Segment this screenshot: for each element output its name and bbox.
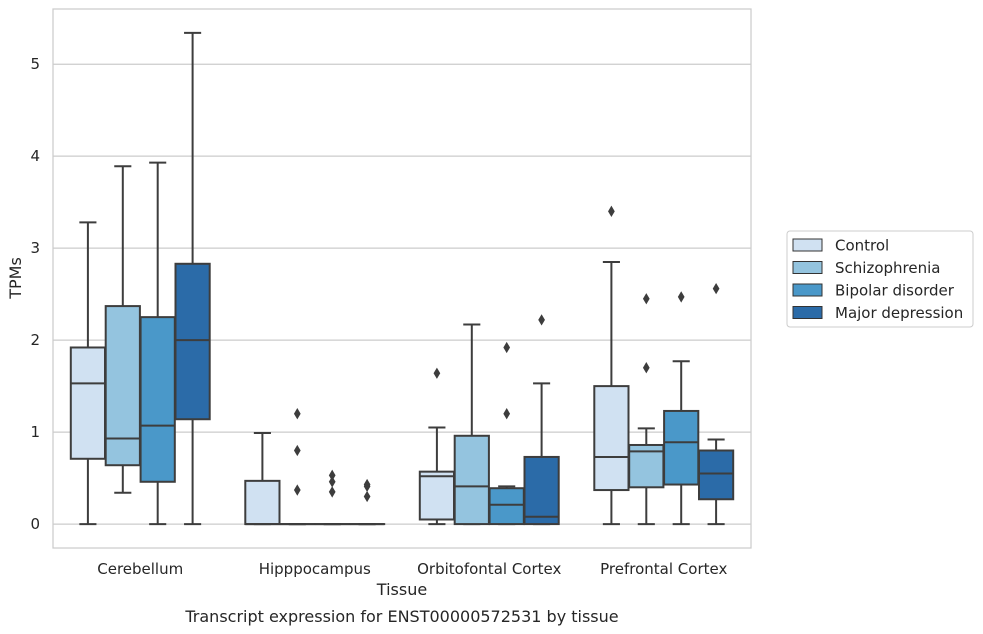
- chart-caption: Transcript expression for ENST0000057253…: [184, 607, 618, 626]
- outlier-point: [503, 408, 511, 420]
- iqr-box: [593, 385, 630, 492]
- x-tick-label: Hipppocampus: [259, 560, 371, 578]
- iqr-box: [453, 434, 490, 526]
- box-1-0: [244, 432, 281, 526]
- outlier-point: [293, 408, 301, 420]
- box-2-0: [418, 367, 456, 526]
- box-3-1: [628, 293, 665, 526]
- outlier-point: [642, 293, 650, 305]
- box-marks: [69, 31, 735, 526]
- y-tick-labels: 0 1 2 3 4 5: [30, 55, 40, 533]
- legend-label: Control: [835, 237, 889, 255]
- outlier-point: [538, 314, 545, 326]
- iqr-box: [69, 346, 107, 460]
- box-0-3: [174, 31, 211, 526]
- iqr-box: [523, 455, 560, 526]
- outlier-point: [293, 444, 301, 457]
- box-2-1: [453, 323, 490, 526]
- legend-frame: [786, 230, 974, 328]
- outlier-point: [328, 486, 336, 498]
- x-tick-labels: Cerebellum Hipppocampus Orbitofontal Corte…: [97, 560, 727, 578]
- box-1-3: [348, 478, 386, 526]
- iqr-box: [244, 479, 281, 526]
- outlier-point: [503, 341, 511, 354]
- box-2-3: [523, 314, 560, 526]
- outlier-point: [712, 282, 720, 295]
- y-tick-label: 0: [30, 515, 40, 533]
- legend-swatch: [792, 238, 823, 252]
- y-tick-label: 5: [30, 55, 40, 73]
- legend-label: Schizophrenia: [835, 259, 940, 277]
- legend-swatch: [792, 261, 823, 274]
- y-tick-label: 1: [30, 423, 40, 441]
- box-3-0: [593, 205, 630, 526]
- y-tick-label: 2: [30, 331, 40, 349]
- iqr-box: [418, 470, 456, 521]
- y-tick-label: 3: [30, 239, 40, 257]
- iqr-box: [174, 262, 211, 421]
- outlier-point: [363, 480, 371, 493]
- iqr-box: [139, 316, 176, 483]
- outlier-point: [328, 476, 336, 488]
- outlier-point: [363, 490, 371, 503]
- outlier-point: [642, 362, 650, 374]
- outlier-point: [677, 291, 685, 303]
- y-tick-label: 4: [30, 147, 40, 165]
- plot-frame: [52, 8, 752, 549]
- box-3-2: [663, 291, 700, 526]
- iqr-box: [663, 409, 700, 486]
- legend-label: Major depression: [835, 304, 963, 322]
- y-axis-label: TPMs: [6, 257, 25, 300]
- box-3-3: [697, 282, 735, 526]
- box-0-2: [139, 161, 176, 526]
- outlier-point: [433, 367, 441, 379]
- legend: Control Schizophrenia Bipolar disorder Majo…: [786, 230, 974, 328]
- x-tick-label: Orbitofontal Cortex: [417, 560, 561, 578]
- outlier-point: [608, 205, 615, 218]
- legend-label: Bipolar disorder: [835, 282, 955, 300]
- outlier-point: [328, 469, 336, 482]
- box-2-2: [488, 341, 525, 526]
- iqr-box: [488, 487, 525, 526]
- outlier-point: [293, 484, 301, 496]
- x-tick-label: Cerebellum: [97, 560, 183, 578]
- legend-swatch: [792, 283, 823, 297]
- iqr-box: [104, 305, 141, 467]
- legend-swatch: [792, 306, 823, 319]
- x-tick-label: Prefrontal Cortex: [600, 560, 727, 578]
- x-axis-label: Tissue: [376, 580, 427, 599]
- iqr-box: [697, 449, 735, 501]
- box-0-1: [104, 165, 141, 494]
